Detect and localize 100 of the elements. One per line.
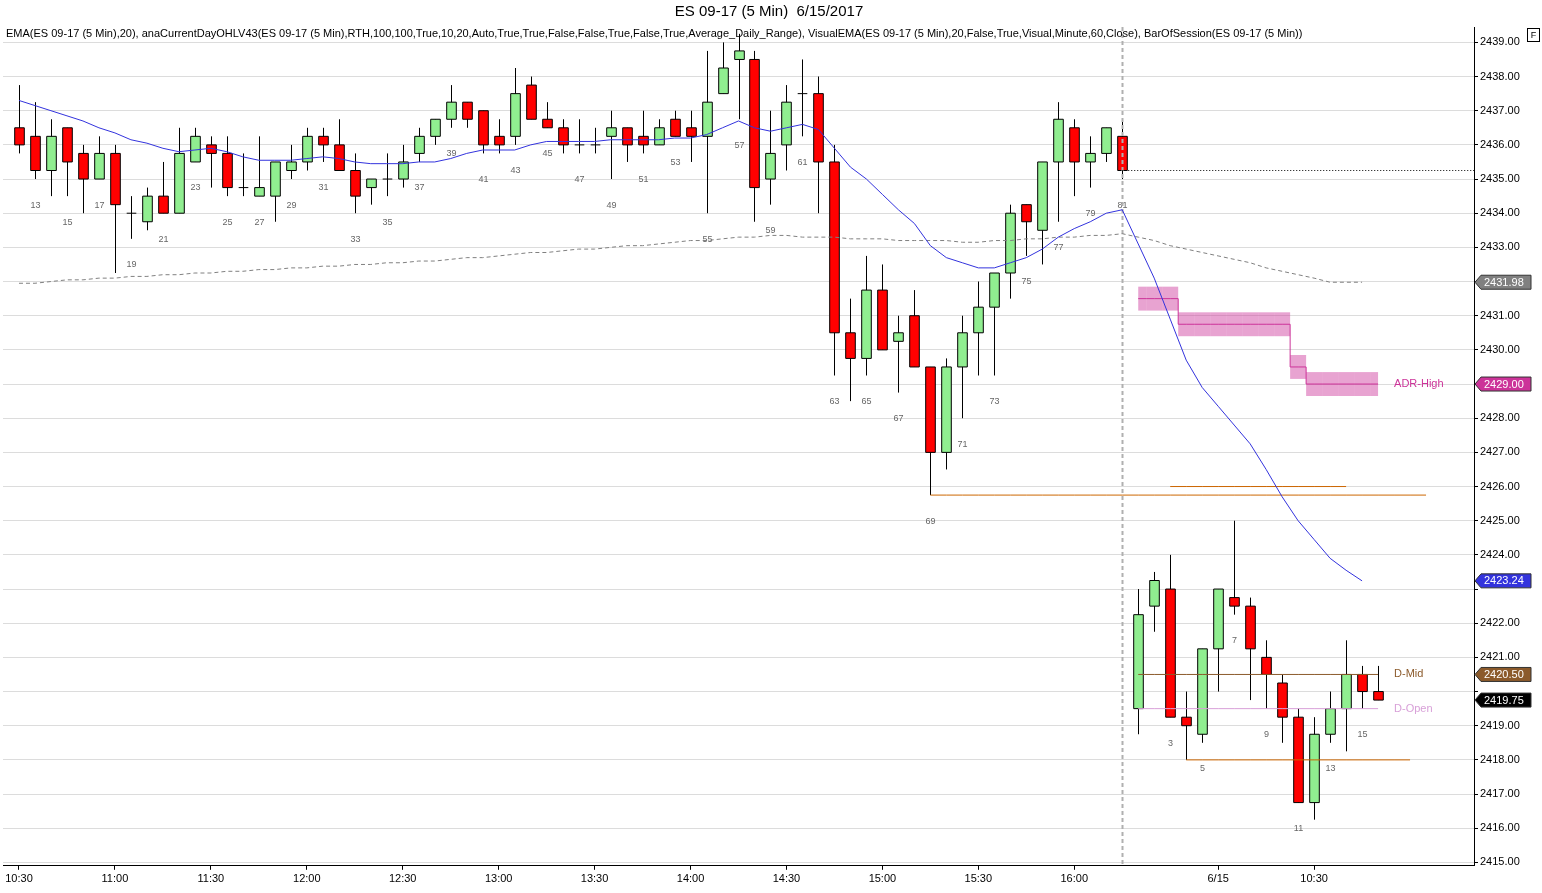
text: 3 [1167, 737, 1174, 748]
text: 2419.75 [1484, 693, 1524, 706]
text: 65 [861, 395, 872, 406]
text: 75 [1021, 276, 1032, 287]
text: 2423.24 [1484, 574, 1524, 587]
y-tick-label: 2415.00 [1480, 855, 1520, 868]
y-tick-label: 2437.00 [1480, 103, 1520, 116]
candlestick [893, 315, 904, 394]
text: 27 [254, 216, 265, 227]
text: 41 [478, 173, 489, 184]
x-tick-label: 10:30 [5, 872, 33, 885]
x-tick-label: 14:00 [676, 872, 705, 885]
candlestick [206, 135, 217, 189]
y-tick-label: 2419.00 [1480, 718, 1520, 731]
text: 39 [446, 148, 457, 159]
text: 61 [797, 156, 808, 167]
candlestick [398, 144, 409, 189]
y-tick-label: 2430.00 [1480, 342, 1520, 355]
text: 71 [957, 438, 968, 449]
x-tick-label: 15:30 [964, 872, 993, 885]
text: 57 [734, 139, 745, 150]
y-tick-label: 2425.00 [1480, 513, 1520, 526]
text: 17 [94, 199, 105, 210]
text: 81 [1117, 199, 1128, 210]
text: 49 [606, 199, 617, 210]
text: 13 [30, 199, 41, 210]
text: 21 [158, 233, 169, 244]
text: 11 [1293, 823, 1304, 834]
text: 2420.50 [1484, 668, 1524, 680]
candlestick [574, 118, 585, 154]
text: 2429.00 [1484, 377, 1524, 390]
text: 43 [510, 165, 521, 176]
text: 15 [62, 216, 73, 227]
text: 69 [925, 515, 936, 526]
y-tick-label: 2436.00 [1480, 137, 1520, 150]
text: 5 [1199, 763, 1206, 774]
x-tick-label: 13:30 [580, 872, 609, 885]
series-label: D-Open [1394, 701, 1433, 714]
candlestick [286, 144, 297, 180]
y-tick-label: 2416.00 [1480, 821, 1520, 834]
line-series [18, 233, 1363, 284]
candlestick [1373, 665, 1384, 701]
text: 23 [190, 182, 201, 193]
candlestick [797, 58, 808, 137]
x-tick-label: 14:30 [772, 872, 801, 885]
text: 25 [222, 216, 233, 227]
y-tick-label: 2426.00 [1480, 479, 1520, 492]
text: 33 [350, 233, 361, 244]
text: 73 [989, 395, 1000, 406]
y-tick-label: 2434.00 [1480, 206, 1520, 219]
text: 77 [1053, 242, 1064, 253]
text: 35 [382, 216, 393, 227]
text: 19 [126, 259, 137, 270]
chart-subtitle: EMA(ES 09-17 (5 Min),20), anaCurrentDayOHLV43(ES 09-17 (5 Min),RTH,100,100,True,10,20,Auto,True,True,False,False,True,False,True,Average_Daily_Range), VisualEMA(ES 09-17 (5 Min),20,False,True,Visual,Minute,60,Close), BarOfSession(ES 09-17 (5 Min)) [6, 27, 1303, 40]
series-label: D-Mid [1394, 667, 1424, 680]
y-tick-label: 2438.00 [1480, 69, 1520, 82]
chart-title: ES 09-17 (5 Min) 6/15/2017 [674, 2, 864, 20]
x-tick-label: 11:00 [101, 872, 129, 885]
x-tick-label: 6/15 [1207, 872, 1229, 885]
text: 37 [414, 182, 425, 193]
y-tick-label: 2422.00 [1480, 616, 1520, 629]
candlestick [590, 127, 601, 154]
candlestick [686, 110, 697, 163]
y-tick-label: 2435.00 [1480, 172, 1520, 185]
series-label: ADR-High [1394, 377, 1444, 390]
y-tick-label: 2428.00 [1480, 411, 1520, 424]
y-tick-label: 2439.00 [1480, 35, 1520, 48]
text: 45 [542, 148, 553, 159]
x-tick-label: 11:30 [197, 872, 225, 885]
text: F [1527, 28, 1540, 42]
text: 67 [893, 413, 904, 424]
y-tick-label: 2431.00 [1480, 308, 1520, 321]
text: 15 [1357, 729, 1368, 740]
text: 51 [638, 173, 649, 184]
y-tick-label: 2418.00 [1480, 752, 1520, 765]
candlestick [606, 110, 617, 180]
text: 63 [829, 395, 840, 406]
x-tick-label: 12:00 [293, 872, 321, 885]
y-tick-label: 2424.00 [1480, 547, 1520, 560]
y-tick-label: 2433.00 [1480, 240, 1520, 253]
text: 7 [1231, 635, 1238, 646]
y-tick-label: 2417.00 [1480, 787, 1520, 800]
y-tick-label: 2421.00 [1480, 650, 1520, 663]
text: 53 [670, 156, 681, 167]
text: 13 [1325, 763, 1336, 774]
candlestick [1229, 520, 1240, 616]
x-tick-label: 12:30 [388, 872, 417, 885]
candlestick [254, 135, 265, 197]
text: 55 [702, 233, 713, 244]
candlestick [238, 152, 249, 197]
text: 59 [765, 225, 776, 236]
x-tick-label: 16:00 [1060, 872, 1089, 885]
text: 47 [574, 173, 585, 184]
y-tick-label: 2427.00 [1480, 445, 1520, 458]
x-tick-label: 10:30 [1300, 872, 1328, 885]
x-tick-label: 13:00 [484, 872, 513, 885]
text: 31 [318, 182, 329, 193]
text: 29 [286, 199, 297, 210]
candlestick [126, 195, 137, 240]
text: 2431.98 [1484, 275, 1524, 288]
